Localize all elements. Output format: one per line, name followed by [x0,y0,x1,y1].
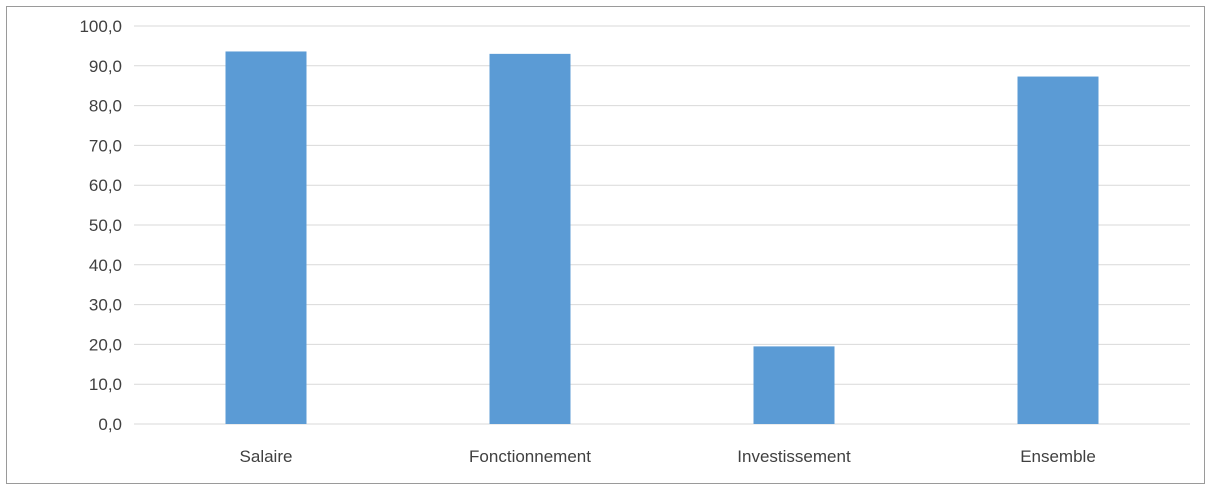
bars [225,51,1099,425]
y-tick-label: 30,0 [89,296,122,315]
bar-salaire [225,51,307,425]
y-tick-label: 40,0 [89,256,122,275]
y-tick-label: 0,0 [98,415,122,434]
y-tick-label: 80,0 [89,97,122,116]
x-category-label: Ensemble [1020,447,1096,466]
bar-investissement [753,346,835,424]
y-tick-label: 90,0 [89,57,122,76]
y-tick-label: 60,0 [89,176,122,195]
y-tick-label: 20,0 [89,335,122,354]
gridlines [134,25,1190,425]
y-axis-ticks: 0,0 10,0 20,0 30,0 40,0 50,0 60,0 70,0 80,0 90,0 1… [79,17,122,434]
x-axis-labels: Salaire Fonctionnement Investissement Ensem… [240,447,1096,466]
y-tick-label: 50,0 [89,216,122,235]
x-category-label: Salaire [240,447,293,466]
bar-ensemble [1017,76,1099,425]
x-category-label: Fonctionnement [469,447,591,466]
y-tick-label: 10,0 [89,375,122,394]
x-category-label: Investissement [737,447,851,466]
y-tick-label: 100,0 [79,17,122,36]
y-tick-label: 70,0 [89,136,122,155]
chart-area [6,6,1205,484]
bar-fonctionnement [489,53,571,425]
